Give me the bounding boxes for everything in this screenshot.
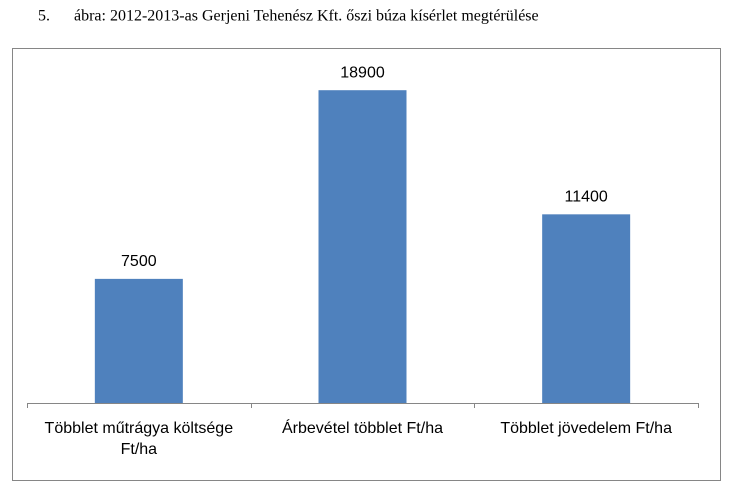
- chart-border: [12, 48, 721, 481]
- data-label: 7500: [121, 253, 157, 270]
- x-tick-label: Árbevétel többlet Ft/ha: [282, 420, 443, 437]
- data-label: 18900: [340, 64, 385, 81]
- bar: [318, 90, 407, 403]
- x-tick-label: Többlet műtrágya költsége Ft/ha: [44, 420, 234, 458]
- x-tick-label: Többlet jövedelem Ft/ha: [500, 420, 672, 437]
- bar: [94, 278, 183, 403]
- data-label: 11400: [565, 189, 608, 206]
- chart-title: 5. ábra: 2012-2013-as Gerjeni Tehenész K…: [38, 8, 539, 25]
- bar: [542, 214, 631, 403]
